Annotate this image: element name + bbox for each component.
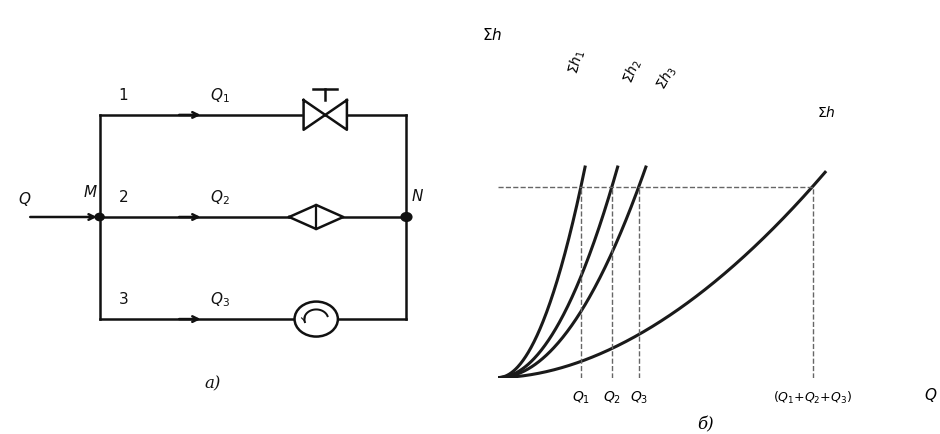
Text: $\Sigma h_3$: $\Sigma h_3$: [653, 62, 681, 93]
Text: $3$: $3$: [118, 292, 128, 308]
Polygon shape: [304, 100, 325, 130]
Circle shape: [294, 302, 337, 337]
Text: $Q_3$: $Q_3$: [211, 290, 230, 309]
Text: $Q$: $Q$: [19, 190, 32, 208]
Text: $Q_1$: $Q_1$: [572, 390, 590, 406]
Text: $2$: $2$: [118, 189, 128, 205]
Text: $Q_1$: $Q_1$: [211, 86, 230, 105]
Text: $Q_3$: $Q_3$: [630, 390, 648, 406]
Text: б): б): [697, 416, 713, 433]
Text: $\Sigma h$: $\Sigma h$: [481, 27, 502, 43]
Polygon shape: [290, 205, 343, 229]
Text: а): а): [204, 375, 221, 392]
Text: $\Sigma h$: $\Sigma h$: [817, 105, 836, 120]
Circle shape: [401, 213, 412, 221]
Polygon shape: [325, 100, 347, 130]
Text: $Q_2$: $Q_2$: [603, 390, 621, 406]
Text: $Q$: $Q$: [924, 386, 937, 404]
Text: $(Q_1{+}Q_2{+}Q_3)$: $(Q_1{+}Q_2{+}Q_3)$: [773, 390, 852, 406]
Text: $N$: $N$: [411, 187, 424, 204]
Text: $M$: $M$: [83, 184, 98, 200]
Text: $\Sigma h_2$: $\Sigma h_2$: [620, 56, 646, 86]
Text: $1$: $1$: [118, 87, 128, 103]
Circle shape: [95, 214, 104, 220]
Text: $\Sigma h_1$: $\Sigma h_1$: [565, 47, 588, 76]
Text: $Q_2$: $Q_2$: [211, 188, 230, 207]
